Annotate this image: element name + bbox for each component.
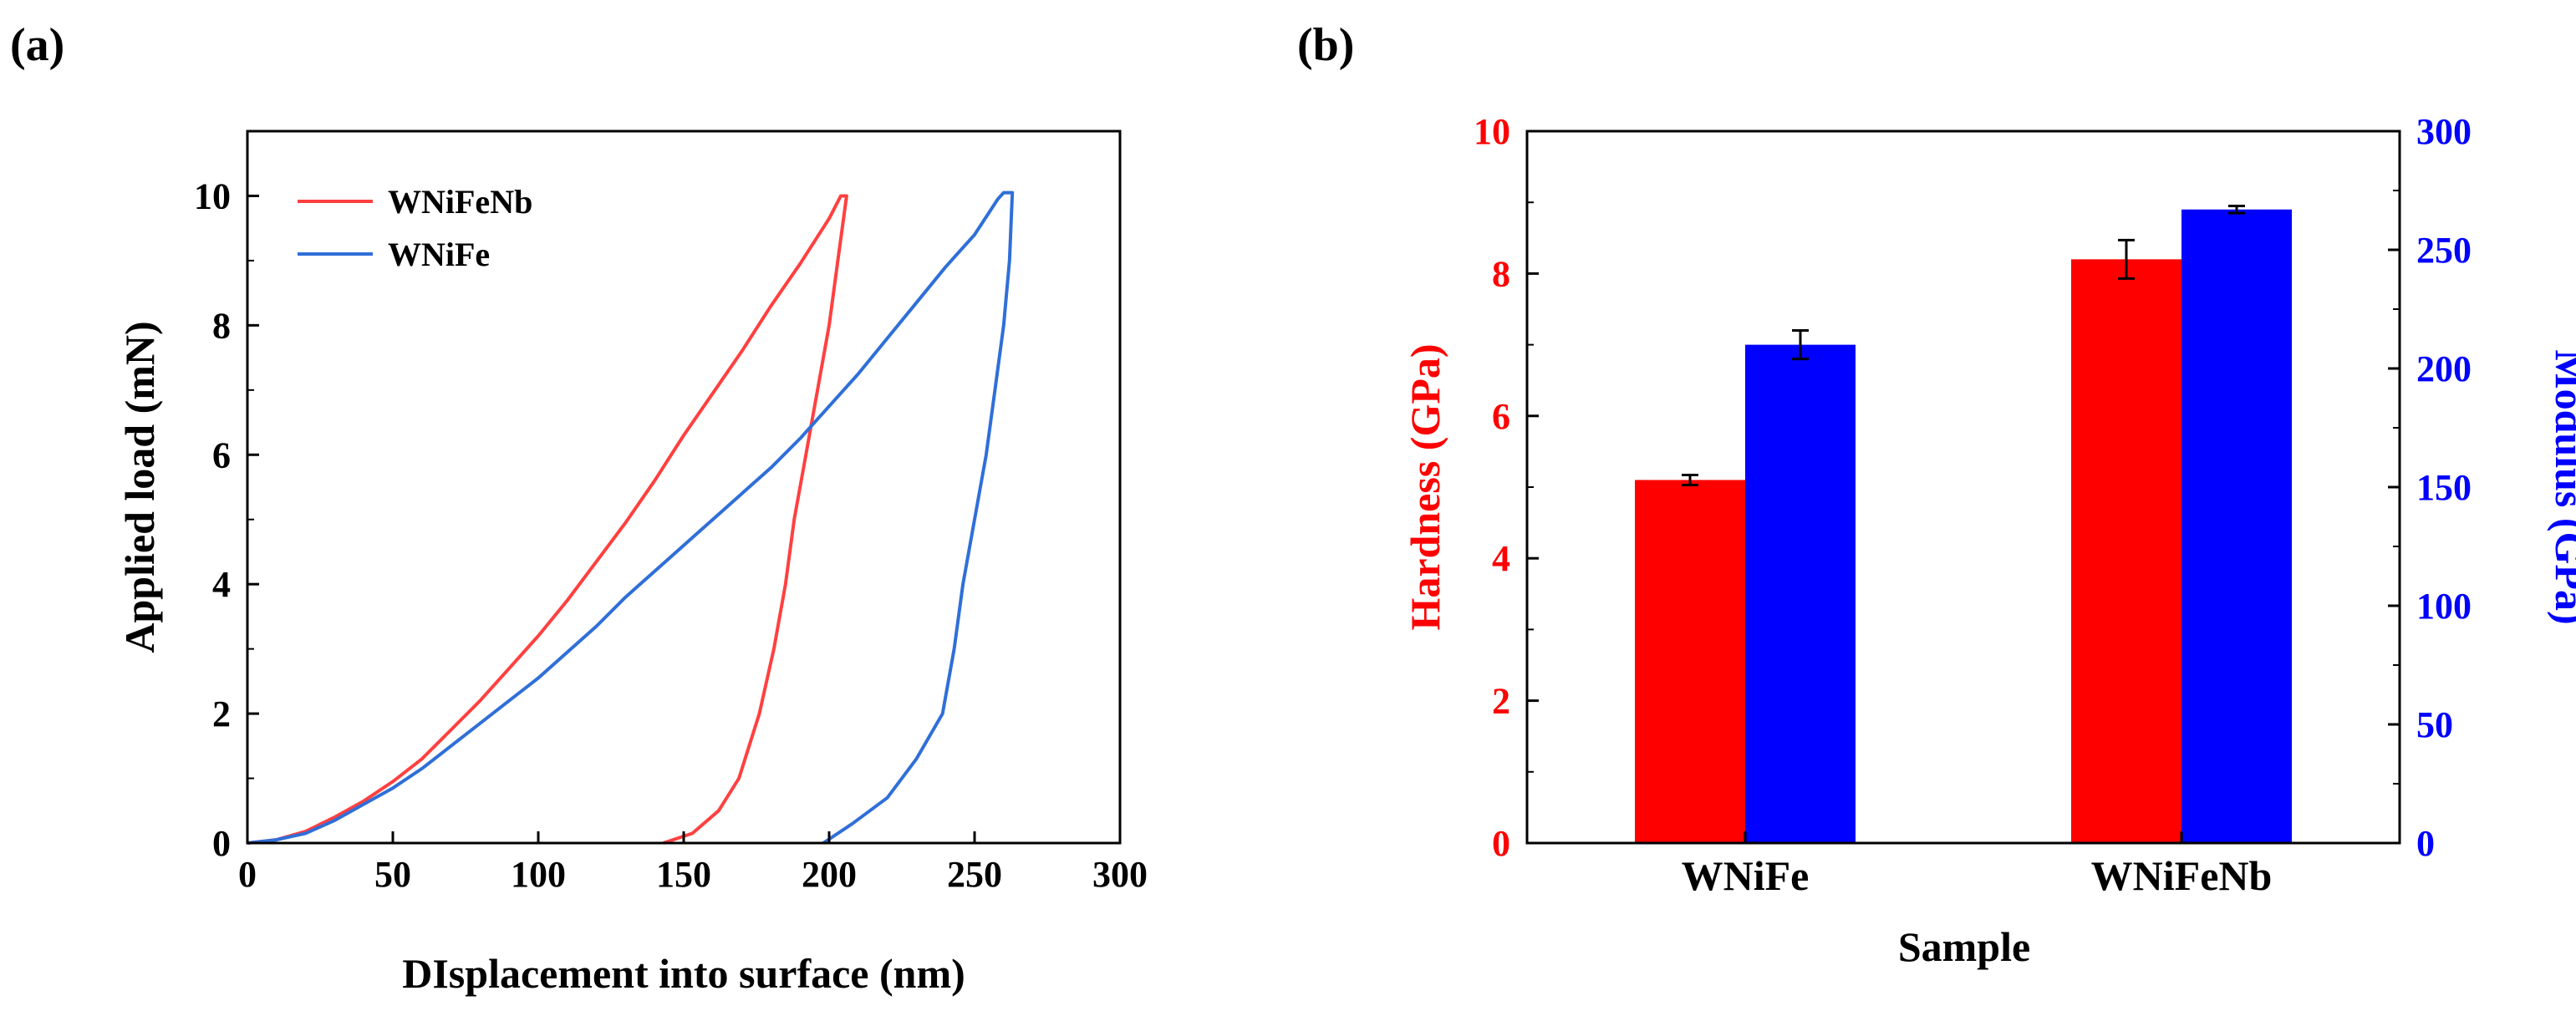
y-tick-label: 4 (212, 564, 231, 605)
right-y-tick-label: 50 (2416, 704, 2453, 745)
panel-b-plot-area (1635, 204, 2292, 844)
panel-a-x-ticks: 0 50 100 150 200 250 300 (238, 831, 1148, 895)
panel-b-x-ticks: WNiFe WNiFeNb (1682, 831, 2273, 899)
left-y-tick-label: 8 (1492, 253, 1510, 294)
right-y-tick-label: 250 (2416, 230, 2472, 271)
x-tick-label: 100 (511, 854, 566, 895)
right-y-tick-label: 0 (2416, 823, 2435, 864)
legend-label-wnifenb: WNiFeNb (388, 183, 532, 221)
bar-wnife-hardness (1635, 480, 1745, 843)
y-tick-label: 10 (194, 175, 231, 216)
x-tick-label: 300 (1092, 854, 1148, 895)
bar-wnife-modulus (1745, 344, 1856, 844)
right-y-tick-label: 200 (2416, 348, 2472, 389)
x-tick-label: 150 (656, 854, 711, 895)
right-y-tick-label: 100 (2416, 586, 2472, 627)
right-y-tick-label: 150 (2416, 467, 2472, 508)
panel-a-x-axis-label: DIsplacement into surface (nm) (402, 950, 965, 997)
panel-a-y-ticks: 0 2 4 6 8 10 (194, 130, 259, 864)
bar-wnifenb-modulus (2181, 209, 2292, 844)
panel-b-right-y-axis-label: Modulus (GPa) (2547, 349, 2576, 624)
series-line-wnifenb (247, 194, 848, 845)
category-label: WNiFeNb (2091, 852, 2273, 899)
left-y-tick-label: 2 (1492, 681, 1510, 722)
series-line-wnife (247, 190, 1015, 845)
y-tick-label: 2 (212, 693, 231, 734)
left-y-tick-label: 4 (1492, 538, 1510, 579)
y-tick-label: 0 (212, 823, 231, 864)
panel-a: (a) 0 50 100 150 200 250 300 0 2 4 6 8 10 DIsplacem… (10, 19, 1148, 997)
panel-a-y-axis-label: Applied load (mN) (116, 321, 163, 653)
panel-a-legend: WNiFeNb WNiFe (298, 183, 532, 273)
bar-wnifenb-hardness (2071, 259, 2181, 843)
x-tick-label: 50 (374, 854, 411, 895)
panel-b-label: (b) (1297, 19, 1354, 71)
panel-b: (b) WNiFe WNiFeNb 0 2 4 6 8 10 0 50 100 150 200 250… (1297, 19, 2576, 970)
panel-a-axes-frame (246, 130, 1122, 845)
right-y-tick-label: 300 (2416, 111, 2472, 152)
y-tick-label: 6 (212, 434, 231, 475)
left-y-tick-label: 0 (1492, 823, 1510, 864)
x-tick-label: 250 (947, 854, 1002, 895)
x-tick-label: 0 (238, 854, 257, 895)
legend-label-wnife: WNiFe (388, 236, 490, 273)
left-y-tick-label: 6 (1492, 396, 1510, 437)
panel-b-right-y-ticks: 0 50 100 150 200 250 300 (2388, 111, 2472, 864)
panel-b-left-y-ticks: 0 2 4 6 8 10 (1474, 111, 1539, 864)
y-tick-label: 8 (212, 305, 231, 346)
panel-b-x-axis-label: Sample (1898, 923, 2030, 970)
panel-a-plot-area (247, 190, 1015, 845)
panel-a-label: (a) (10, 19, 64, 71)
x-tick-label: 200 (802, 854, 857, 895)
category-label: WNiFe (1682, 852, 1810, 899)
left-y-tick-label: 10 (1474, 111, 1510, 152)
panel-b-left-y-axis-label: Hardness (GPa) (1402, 343, 1448, 630)
